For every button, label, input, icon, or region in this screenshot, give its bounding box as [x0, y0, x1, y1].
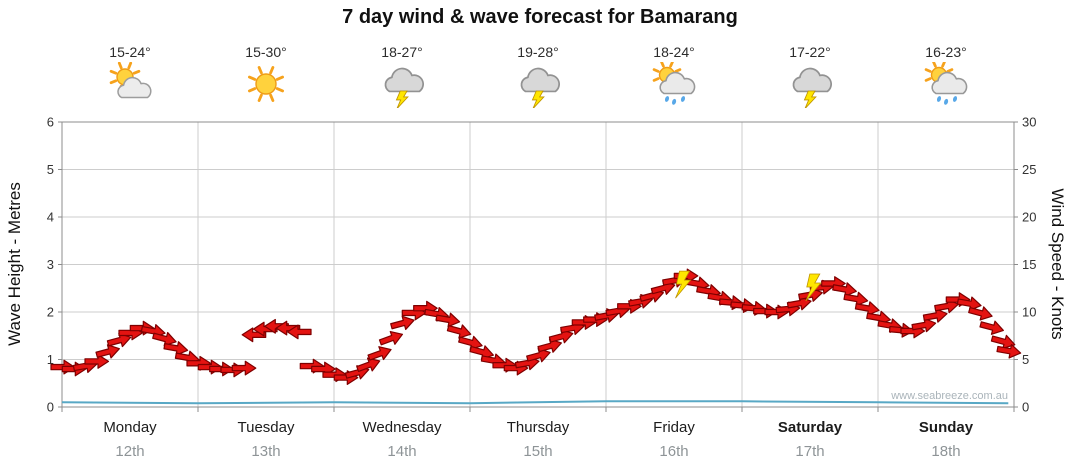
temperature-range: 19-28°: [517, 44, 559, 60]
temperature-range: 16-23°: [925, 44, 967, 60]
wind-arrow: [367, 346, 392, 361]
left-axis-tick-label: 3: [47, 257, 54, 272]
partly-cloudy-showers-icon: [922, 62, 970, 108]
watermark: www.seabreeze.com.au: [891, 390, 1008, 402]
left-axis-tick-label: 4: [47, 210, 54, 225]
day-date-label: 14th: [387, 443, 417, 460]
partly-cloudy-icon: [106, 62, 154, 108]
temperature-range: 18-27°: [381, 44, 423, 60]
day-date-label: 17th: [795, 443, 825, 460]
storm-icon: [786, 62, 834, 108]
wind-arrow: [378, 330, 404, 346]
wind-arrow: [356, 357, 381, 373]
day-date-label: 12th: [115, 443, 145, 460]
wind-arrow: [843, 291, 869, 307]
right-axis-tick-label: 5: [1022, 352, 1029, 367]
left-axis-tick-label: 6: [47, 115, 54, 130]
wind-arrow: [286, 324, 312, 340]
wind-arrow: [390, 315, 415, 331]
wind-arrow: [832, 282, 857, 297]
wind-arrow: [979, 320, 1004, 335]
chart-title: 7 day wind & wave forecast for Bamarang: [342, 6, 738, 28]
left-axis-tick-label: 5: [47, 162, 54, 177]
day-date-label: 15th: [523, 443, 553, 460]
wind-arrow: [854, 301, 880, 316]
day-name-label: Sunday: [918, 419, 974, 436]
day-name-label: Tuesday: [237, 419, 295, 436]
left-axis-tick-label: 0: [47, 400, 54, 415]
day-date-label: 13th: [251, 443, 281, 460]
wind-arrow: [990, 334, 1016, 350]
temperature-range: 15-30°: [245, 44, 287, 60]
wind-arrow: [435, 312, 461, 328]
wave-height-line: [61, 400, 1009, 405]
storm-icon: [514, 62, 562, 108]
day-name-label: Wednesday: [362, 419, 442, 436]
wind-arrow: [152, 331, 177, 347]
wind-arrow: [84, 353, 110, 369]
partly-cloudy-showers-icon: [650, 62, 698, 108]
lightning-marker-icon: [805, 273, 822, 302]
wind-arrow: [968, 306, 993, 321]
day-name-label: Monday: [103, 419, 157, 436]
right-axis-tick-label: 25: [1022, 162, 1036, 177]
right-axis-tick-label: 20: [1022, 210, 1036, 225]
wind-arrow: [956, 296, 982, 312]
right-axis-tick-label: 10: [1022, 305, 1036, 320]
day-name-label: Friday: [653, 419, 695, 436]
sunny-icon: [242, 62, 290, 108]
day-date-label: 18th: [931, 443, 961, 460]
wind-arrow: [922, 308, 948, 323]
wind-arrow: [911, 317, 937, 333]
wind-arrow: [95, 344, 120, 359]
right-axis-tick-label: 30: [1022, 115, 1036, 130]
left-axis-tick-label: 1: [47, 352, 54, 367]
storm-icon: [378, 62, 426, 108]
wind-arrow: [446, 324, 472, 339]
wind-arrow: [163, 341, 189, 356]
temperature-range: 17-22°: [789, 44, 831, 60]
day-name-label: Thursday: [506, 419, 570, 436]
right-axis-tick-label: 0: [1022, 400, 1029, 415]
lightning-marker-icon: [675, 270, 692, 299]
wind-arrow: [996, 343, 1022, 359]
wind-arrow: [106, 332, 132, 348]
day-date-label: 16th: [659, 443, 689, 460]
temperature-range: 15-24°: [109, 44, 151, 60]
temperature-range: 18-24°: [653, 44, 695, 60]
wind-arrow: [231, 360, 257, 376]
left-axis-tick-label: 2: [47, 305, 54, 320]
day-name-label: Saturday: [777, 419, 843, 436]
right-axis-tick-label: 15: [1022, 257, 1036, 272]
